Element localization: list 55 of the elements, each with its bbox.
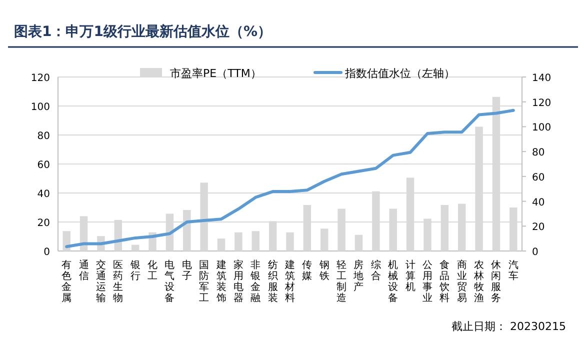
- x-tick-label: 医药生物: [113, 260, 124, 304]
- y2-tick-label: 0: [532, 247, 538, 258]
- x-tick-label: 国防军工: [199, 260, 210, 304]
- x-tick-label: 纺织服装: [268, 259, 278, 304]
- legend-label: 指数估值水位（左轴）: [344, 67, 455, 80]
- bar: [217, 238, 226, 251]
- bar: [354, 234, 363, 251]
- y-tick-label: 20: [37, 218, 50, 229]
- x-tick-label: 建筑装饰: [215, 259, 226, 304]
- y-tick-label: 60: [37, 160, 50, 171]
- y-tick-label: 120: [30, 73, 50, 84]
- y-tick-label: 100: [30, 102, 50, 113]
- x-tick-label: 钢铁: [318, 260, 330, 282]
- x-tick-label: 非银金融: [250, 259, 261, 304]
- y-tick-label: 0: [44, 247, 50, 258]
- bar: [62, 231, 70, 251]
- y-tick-label: 80: [37, 131, 50, 142]
- x-tick-label: 通信: [78, 259, 89, 282]
- bar: [320, 228, 328, 251]
- x-tick-label: 家用电器: [233, 259, 244, 304]
- x-tick-label: 公用事业: [422, 259, 432, 304]
- y-tick-label: 40: [37, 189, 50, 200]
- x-tick-label: 休闲服务: [491, 260, 502, 304]
- bar: [234, 232, 242, 251]
- y2-tick-label: 80: [532, 148, 545, 159]
- x-tick-label: 银行: [129, 260, 140, 282]
- x-tick-label: 传媒: [302, 260, 312, 282]
- chart-title: 图表1：申万1级行业最新估值水位（%）: [14, 23, 272, 40]
- y2-tick-label: 60: [532, 172, 545, 184]
- x-tick-label: 房地产: [352, 259, 364, 293]
- x-tick-label: 化工: [148, 259, 158, 282]
- legend-label: 市盈率PE（TTM）: [170, 67, 262, 80]
- x-tick-label: 计算机: [405, 259, 416, 293]
- text: 截止日期： 20230215: [452, 320, 566, 333]
- y2-tick-label: 100: [532, 122, 552, 134]
- x-tick-label: 机械设备: [388, 259, 398, 304]
- x-tick-label: 电子: [182, 259, 192, 282]
- y2-tick-label: 40: [532, 197, 545, 208]
- line-series: [65, 108, 515, 248]
- bar: [286, 232, 294, 251]
- x-tick-label: 有色金属: [62, 259, 72, 304]
- y2-tick-label: 140: [532, 73, 552, 84]
- y2-tick-label: 20: [532, 222, 545, 234]
- x-tick-label: 轻工制造: [336, 259, 347, 304]
- bar: [252, 231, 260, 251]
- x-tick-label: 食品饮料: [438, 259, 450, 304]
- x-tick-label: 电气设备: [164, 259, 175, 304]
- x-tick-label: 商业贸易: [456, 259, 467, 304]
- y2-tick-label: 120: [532, 98, 552, 109]
- x-tick-label: 农林牧渔: [473, 260, 484, 304]
- x-tick-label: 综合: [370, 259, 381, 282]
- bar: [131, 244, 140, 251]
- x-tick-label: 交通运输: [96, 259, 106, 304]
- x-tick-label: 汽车: [508, 259, 518, 282]
- x-tick-label: 建筑材料: [284, 259, 295, 304]
